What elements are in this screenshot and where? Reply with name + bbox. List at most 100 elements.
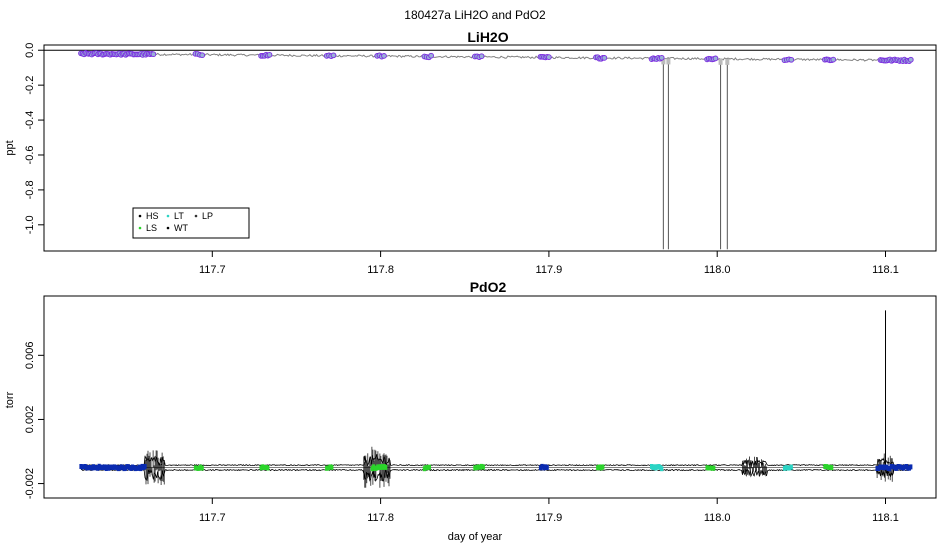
pdo2-marker xyxy=(660,466,664,472)
lih2o-ytick-label: 0.0 xyxy=(24,43,36,58)
pdo2-marker xyxy=(782,465,787,471)
pdo2-marker xyxy=(823,464,827,469)
lih2o-ytick-label: -0.6 xyxy=(24,145,36,164)
lih2o-xtick-label: 118.1 xyxy=(872,264,899,276)
pdo2-marker xyxy=(426,465,430,471)
lih2o-ytick-label: -0.8 xyxy=(24,180,36,199)
pdo2-marker xyxy=(481,464,485,470)
lih2o-point xyxy=(266,51,273,58)
pdo2-marker xyxy=(830,465,834,471)
panel-pdo2-frame xyxy=(43,295,937,499)
legend-label-hs: HS xyxy=(146,211,159,221)
pdo2-marker xyxy=(200,465,204,471)
lih2o-xtick-label: 118.0 xyxy=(704,264,731,276)
lih2o-spike-cap-2 xyxy=(718,58,723,65)
pdo2-marker xyxy=(708,465,713,471)
pdo2-marker xyxy=(325,465,329,471)
legend-marker-lp xyxy=(194,214,198,218)
panel-lih2o-title: LiH2O xyxy=(467,29,508,45)
legend-label-lt: LT xyxy=(174,211,184,221)
panel-pdo2-x-axis: 117.7 117.8 117.9 118.0 118.1 xyxy=(199,498,899,524)
panel-lih2o-x-axis: 117.7 117.8 117.9 118.0 118.1 xyxy=(199,251,899,276)
pdo2-marker xyxy=(828,464,832,470)
figure-title: 180427a LiH2O and PdO2 xyxy=(404,8,546,22)
lih2o-point xyxy=(601,55,608,61)
pdo2-xtick-label: 117.7 xyxy=(199,512,226,524)
pdo2-marker xyxy=(784,465,788,471)
lih2o-point xyxy=(830,56,837,63)
pdo2-marker xyxy=(197,465,201,471)
pdo2-marker xyxy=(596,465,600,471)
panel-pdo2-ylabel: torr xyxy=(4,391,16,408)
legend-marker-hs xyxy=(138,214,142,218)
pdo2-marker xyxy=(198,464,203,470)
lih2o-spike-cap-0 xyxy=(661,58,666,65)
lih2o-point xyxy=(199,52,206,59)
lih2o-spike-cap-1 xyxy=(666,58,671,65)
pdo2-marker xyxy=(476,464,480,470)
pdo2-marker xyxy=(788,465,792,471)
lih2o-xtick-label: 117.8 xyxy=(367,264,394,276)
lih2o-point xyxy=(330,52,337,59)
lih2o-point xyxy=(788,56,795,63)
lih2o-point xyxy=(150,51,157,58)
panel-lih2o-frame xyxy=(43,44,937,252)
pdo2-marker xyxy=(543,464,548,470)
panel-lih2o-ylabel: ppt xyxy=(4,140,16,155)
legend-label-wt: WT xyxy=(174,223,188,233)
pdo2-marker xyxy=(599,465,603,471)
pdo2-marker xyxy=(786,465,790,471)
pdo2-marker xyxy=(909,464,913,470)
pdo2-marker xyxy=(710,465,714,471)
lih2o-spike-cap-3 xyxy=(725,58,730,65)
pdo2-marker xyxy=(707,465,711,471)
panel-pdo2-plot-area xyxy=(79,310,913,488)
pdo2-marker xyxy=(384,464,388,470)
pdo2-xtick-label: 118.1 xyxy=(872,512,899,524)
pdo2-marker xyxy=(545,465,549,470)
pdo2-marker xyxy=(478,464,482,470)
pdo2-marker xyxy=(193,465,198,471)
pdo2-xtick-label: 117.8 xyxy=(367,512,394,524)
pdo2-ytick-label: -0.002 xyxy=(24,468,36,499)
lih2o-point xyxy=(546,54,552,60)
lih2o-xtick-label: 117.7 xyxy=(199,264,226,276)
pdo2-upper-trace xyxy=(80,453,911,468)
pdo2-marker xyxy=(330,464,334,470)
pdo2-marker xyxy=(540,463,544,469)
panel-pdo2-xlabel: day of year xyxy=(448,531,503,543)
pdo2-marker xyxy=(712,465,716,471)
pdo2-marker xyxy=(143,464,147,469)
lih2o-point xyxy=(428,52,434,59)
lih2o-ytick-label: -0.4 xyxy=(24,111,36,130)
legend-label-lp: LP xyxy=(202,211,213,221)
pdo2-marker xyxy=(326,465,330,471)
legend-marker-ls xyxy=(138,226,142,230)
lih2o-point xyxy=(478,53,485,60)
panel-pdo2: PdO2 117.7 117.8 117.9 118.0 118.1 0.0060.00… xyxy=(4,279,937,543)
pdo2-marker xyxy=(538,465,543,471)
lih2o-trend-line xyxy=(80,52,911,63)
pdo2-marker xyxy=(266,465,270,471)
panel-pdo2-title: PdO2 xyxy=(470,279,507,295)
pdo2-marker xyxy=(480,463,484,469)
pdo2-marker xyxy=(705,465,709,471)
pdo2-marker xyxy=(474,465,479,471)
legend-label-ls: LS xyxy=(146,223,157,233)
lih2o-ytick-label: -1.0 xyxy=(24,215,36,234)
legend: HS LT LP LS WT xyxy=(132,207,250,239)
pdo2-marker xyxy=(789,464,793,470)
pdo2-ytick-label: 0.006 xyxy=(24,342,36,370)
panel-lih2o-y-axis: 0.0 -0.2 -0.4 -0.6 -0.8 -1.0 xyxy=(24,43,44,234)
legend-marker-lt xyxy=(166,214,170,218)
pdo2-marker xyxy=(259,465,263,471)
lih2o-xtick-label: 117.9 xyxy=(536,264,563,276)
pdo2-marker xyxy=(597,464,601,470)
lih2o-point xyxy=(381,53,387,59)
pdo2-marker xyxy=(424,465,428,471)
lih2o-point xyxy=(712,55,719,62)
legend-marker-wt xyxy=(166,226,170,230)
lih2o-point xyxy=(907,56,914,63)
pdo2-marker xyxy=(825,464,829,470)
